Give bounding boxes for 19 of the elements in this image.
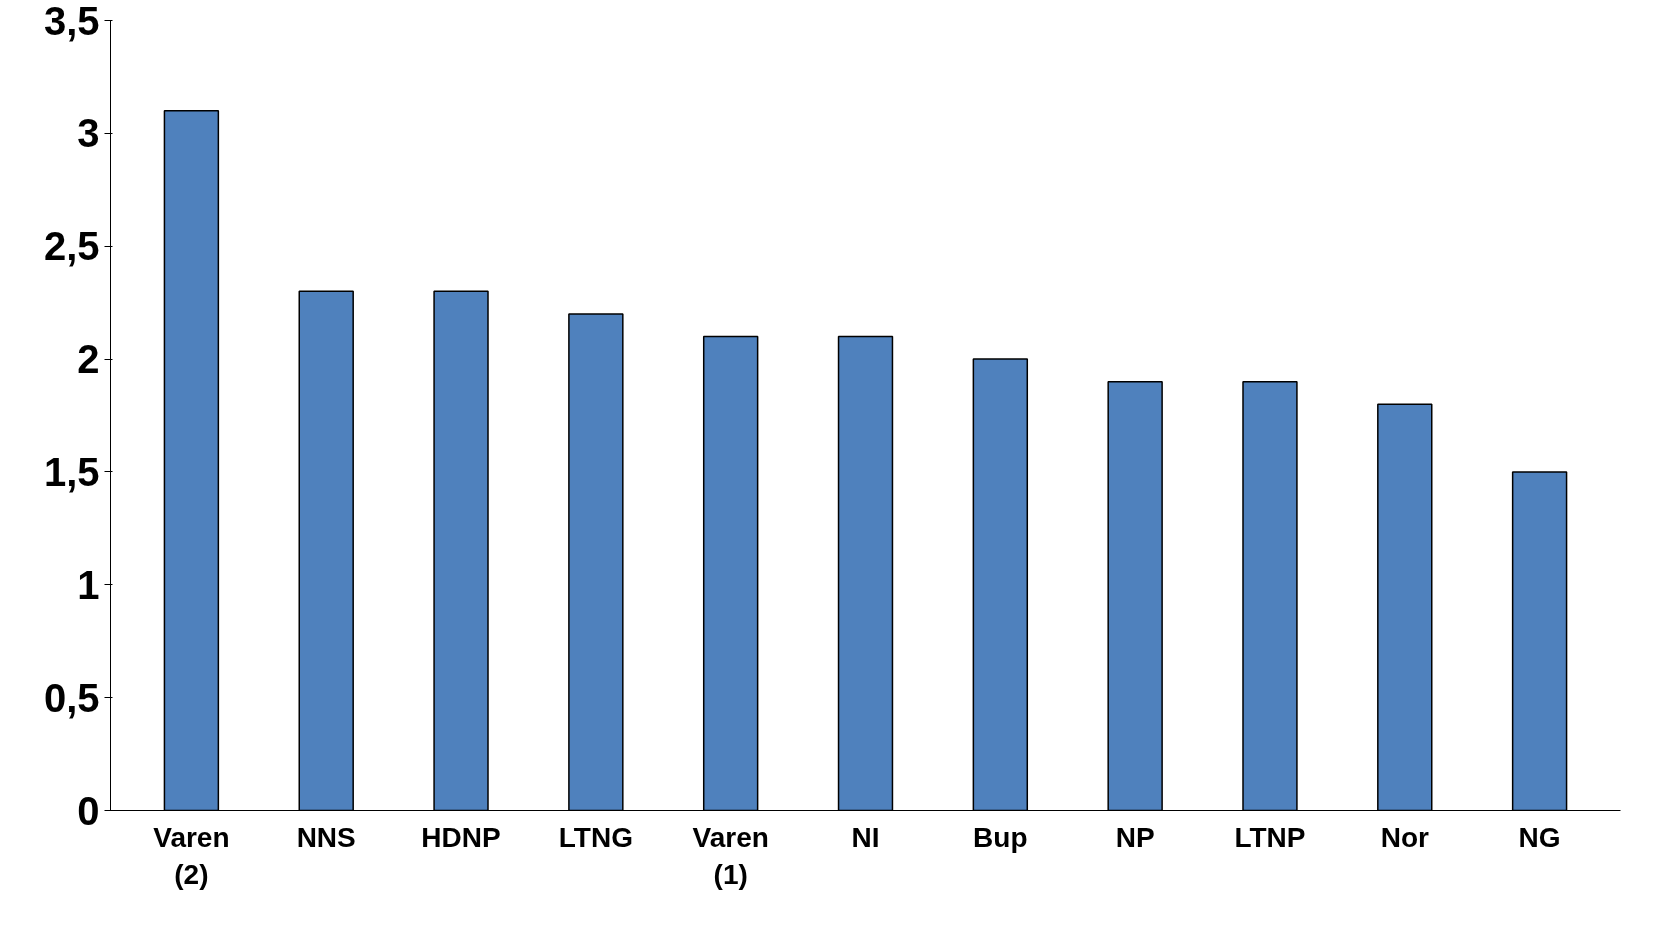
x-tick-label: Nor — [1380, 821, 1429, 853]
y-tick-label: 1,5 — [43, 449, 100, 494]
x-tick-label: Varen (2) — [153, 821, 230, 890]
x-tick-label: LTNG — [558, 821, 633, 853]
y-tick-label: 3,5 — [43, 0, 100, 43]
y-tick-label: 1 — [77, 562, 100, 607]
y-tick-label: 2,5 — [43, 224, 100, 269]
x-tick-label: NG — [1518, 821, 1561, 853]
x-tick-label: NI — [851, 821, 880, 853]
y-tick-label: 0 — [77, 788, 100, 833]
x-tick-label: HDNP — [421, 821, 501, 853]
x-tick-label: Bup — [973, 821, 1028, 853]
y-tick-label: 3 — [77, 111, 100, 156]
x-tick-label: Varen (1) — [692, 821, 769, 890]
x-tick-label: LTNP — [1234, 821, 1306, 853]
y-tick-label: 2 — [77, 337, 100, 382]
x-tick-label: NP — [1115, 821, 1155, 853]
x-tick-label: NNS — [296, 821, 356, 853]
y-tick-label: 0,5 — [43, 675, 100, 720]
